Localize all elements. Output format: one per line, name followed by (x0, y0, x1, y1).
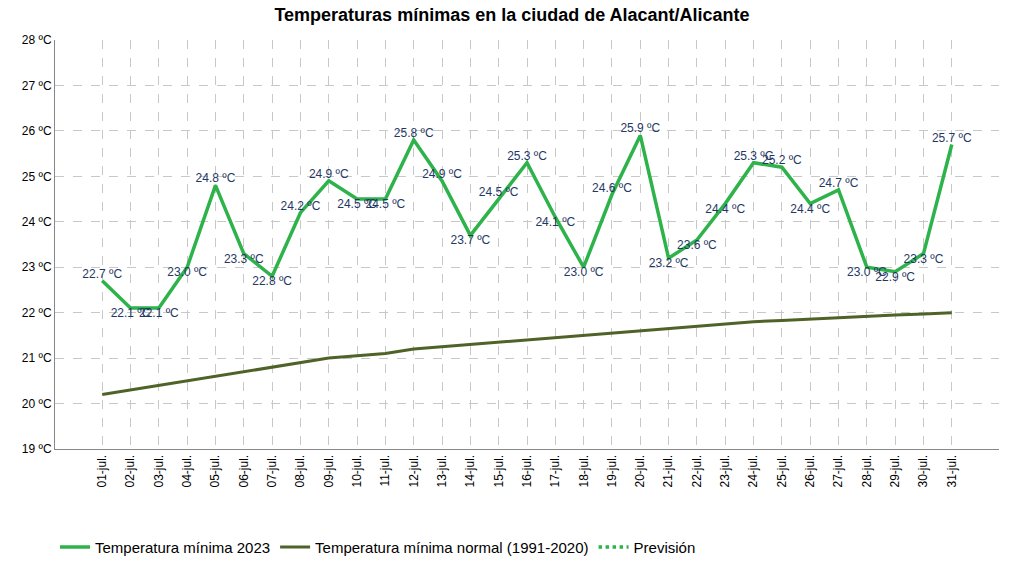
svg-text:23-jul.: 23-jul. (718, 455, 732, 488)
svg-text:31-jul.: 31-jul. (945, 455, 959, 488)
svg-text:25.2 ºC: 25.2 ºC (762, 153, 802, 167)
svg-text:24.5 ºC: 24.5 ºC (337, 197, 377, 211)
svg-text:27 ºC: 27 ºC (22, 79, 52, 93)
svg-text:22.9 ºC: 22.9 ºC (875, 270, 915, 284)
svg-text:24.9 ºC: 24.9 ºC (422, 167, 462, 181)
svg-text:02-jul.: 02-jul. (123, 455, 137, 488)
svg-text:25-jul.: 25-jul. (775, 455, 789, 488)
svg-text:20 ºC: 20 ºC (22, 397, 52, 411)
svg-text:15-jul.: 15-jul. (492, 455, 506, 488)
svg-text:04-jul.: 04-jul. (180, 455, 194, 488)
svg-text:30-jul.: 30-jul. (916, 455, 930, 488)
svg-text:22.7 ºC: 22.7 ºC (82, 267, 122, 281)
svg-text:25 ºC: 25 ºC (22, 170, 52, 184)
svg-text:18-jul.: 18-jul. (577, 455, 591, 488)
svg-text:23.2 ºC: 23.2 ºC (649, 256, 689, 270)
svg-text:21 ºC: 21 ºC (22, 351, 52, 365)
svg-text:26 ºC: 26 ºC (22, 124, 52, 138)
svg-text:28 ºC: 28 ºC (22, 33, 52, 47)
svg-text:14-jul.: 14-jul. (463, 455, 477, 488)
svg-text:07-jul.: 07-jul. (265, 455, 279, 488)
svg-text:05-jul.: 05-jul. (208, 455, 222, 488)
svg-text:23.7 ºC: 23.7 ºC (450, 233, 490, 247)
svg-text:25.9 ºC: 25.9 ºC (620, 121, 660, 135)
svg-text:25.7 ºC: 25.7 ºC (932, 131, 972, 145)
svg-text:22.8 ºC: 22.8 ºC (252, 274, 292, 288)
svg-text:13-jul.: 13-jul. (435, 455, 449, 488)
svg-text:Previsión: Previsión (634, 539, 696, 556)
svg-text:23.6 ºC: 23.6 ºC (677, 238, 717, 252)
svg-text:24.6 ºC: 24.6 ºC (592, 181, 632, 195)
svg-text:24-jul.: 24-jul. (746, 455, 760, 488)
svg-text:23.0 ºC: 23.0 ºC (167, 265, 207, 279)
svg-text:12-jul.: 12-jul. (407, 455, 421, 488)
svg-text:24.8 ºC: 24.8 ºC (196, 171, 236, 185)
svg-text:19 ºC: 19 ºC (22, 442, 52, 456)
svg-text:24.1 ºC: 24.1 ºC (535, 215, 575, 229)
svg-text:16-jul.: 16-jul. (520, 455, 534, 488)
svg-text:03-jul.: 03-jul. (152, 455, 166, 488)
svg-text:Temperatura mínima normal (199: Temperatura mínima normal (1991-2020) (315, 539, 588, 556)
svg-text:24.4 ºC: 24.4 ºC (705, 202, 745, 216)
svg-text:24.5 ºC: 24.5 ºC (479, 185, 519, 199)
svg-text:24.9 ºC: 24.9 ºC (309, 167, 349, 181)
svg-text:24.5 ºC: 24.5 ºC (366, 197, 406, 211)
svg-text:24 ºC: 24 ºC (22, 215, 52, 229)
svg-text:17-jul.: 17-jul. (548, 455, 562, 488)
svg-text:09-jul.: 09-jul. (322, 455, 336, 488)
svg-text:22.1 ºC: 22.1 ºC (111, 306, 151, 320)
svg-text:23.0 ºC: 23.0 ºC (564, 265, 604, 279)
svg-text:25.3 ºC: 25.3 ºC (734, 149, 774, 163)
svg-text:24.7 ºC: 24.7 ºC (819, 176, 859, 190)
svg-text:20-jul.: 20-jul. (633, 455, 647, 488)
svg-text:10-jul.: 10-jul. (350, 455, 364, 488)
svg-text:21-jul.: 21-jul. (662, 455, 676, 488)
svg-text:23.3 ºC: 23.3 ºC (224, 252, 264, 266)
svg-text:22-jul.: 22-jul. (690, 455, 704, 488)
svg-text:08-jul.: 08-jul. (293, 455, 307, 488)
svg-text:22 ºC: 22 ºC (22, 306, 52, 320)
svg-text:24.4 ºC: 24.4 ºC (790, 202, 830, 216)
svg-text:27-jul.: 27-jul. (831, 455, 845, 488)
svg-text:26-jul.: 26-jul. (803, 455, 817, 488)
svg-text:23 ºC: 23 ºC (22, 260, 52, 274)
svg-text:19-jul.: 19-jul. (605, 455, 619, 488)
svg-text:24.2 ºC: 24.2 ºC (281, 199, 321, 213)
svg-text:06-jul.: 06-jul. (237, 455, 251, 488)
svg-text:23.0 ºC: 23.0 ºC (847, 265, 887, 279)
svg-text:Temperaturas mínimas en la ciu: Temperaturas mínimas en la ciudad de Ala… (274, 5, 749, 25)
svg-text:25.3 ºC: 25.3 ºC (507, 149, 547, 163)
svg-text:22.1 ºC: 22.1 ºC (139, 306, 179, 320)
svg-text:01-jul.: 01-jul. (95, 455, 109, 488)
svg-text:28-jul.: 28-jul. (860, 455, 874, 488)
svg-text:Temperatura mínima 2023: Temperatura mínima 2023 (95, 539, 270, 556)
svg-text:29-jul.: 29-jul. (888, 455, 902, 488)
svg-text:23.3 ºC: 23.3 ºC (904, 252, 944, 266)
svg-text:25.8 ºC: 25.8 ºC (394, 126, 434, 140)
svg-text:11-jul.: 11-jul. (378, 455, 392, 487)
